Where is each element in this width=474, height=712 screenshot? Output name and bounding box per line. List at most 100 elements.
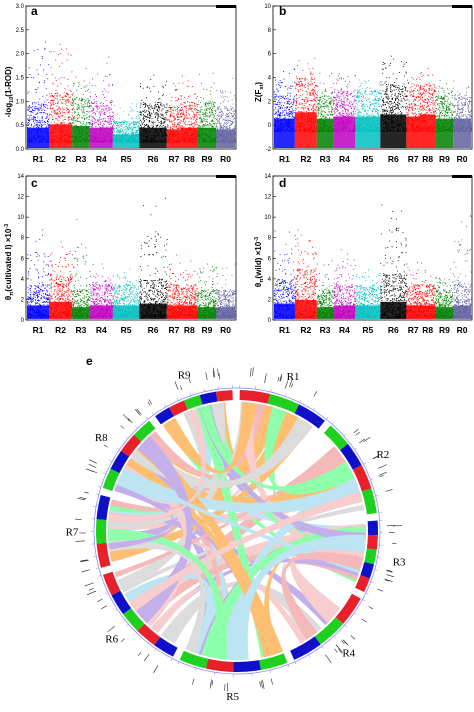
data-point bbox=[77, 112, 79, 114]
data-point bbox=[138, 122, 139, 124]
data-point bbox=[34, 122, 35, 124]
data-point bbox=[133, 133, 135, 135]
data-point bbox=[169, 113, 171, 115]
data-point bbox=[307, 100, 309, 102]
data-point bbox=[179, 127, 181, 129]
data-point bbox=[170, 115, 172, 117]
data-point bbox=[118, 118, 120, 120]
data-point bbox=[231, 121, 232, 122]
data-point bbox=[57, 123, 58, 125]
data-point bbox=[310, 92, 311, 94]
data-point bbox=[206, 125, 207, 127]
data-point bbox=[82, 122, 84, 124]
data-point bbox=[231, 77, 233, 79]
data-point bbox=[191, 107, 193, 109]
data-point bbox=[144, 103, 146, 105]
data-point bbox=[193, 116, 195, 118]
data-point bbox=[124, 122, 125, 123]
data-point bbox=[219, 106, 220, 108]
data-point bbox=[152, 120, 154, 122]
data-point bbox=[200, 118, 202, 120]
data-point bbox=[34, 118, 36, 120]
data-point bbox=[277, 109, 279, 110]
data-point bbox=[343, 103, 345, 105]
data-point bbox=[230, 113, 232, 114]
series-density-R0 bbox=[216, 129, 235, 148]
data-point bbox=[305, 102, 307, 104]
data-point bbox=[305, 78, 306, 80]
data-point bbox=[58, 106, 60, 108]
data-point bbox=[92, 110, 94, 112]
series-density-R8 bbox=[181, 127, 198, 148]
data-point bbox=[226, 124, 227, 126]
data-point bbox=[111, 116, 113, 118]
data-point bbox=[307, 88, 309, 90]
data-point bbox=[225, 106, 227, 108]
data-point bbox=[150, 79, 152, 80]
data-point bbox=[65, 118, 66, 120]
data-point bbox=[35, 121, 37, 123]
data-point bbox=[168, 118, 170, 120]
data-point bbox=[97, 119, 99, 121]
data-point bbox=[324, 117, 326, 119]
data-point bbox=[74, 121, 76, 123]
data-point bbox=[224, 106, 226, 108]
data-point bbox=[298, 83, 300, 85]
data-point bbox=[157, 124, 159, 126]
data-point bbox=[325, 101, 327, 103]
data-point bbox=[117, 132, 119, 133]
data-point bbox=[320, 113, 322, 115]
data-point bbox=[203, 88, 205, 90]
data-point bbox=[162, 117, 164, 119]
data-point bbox=[47, 123, 49, 125]
data-point bbox=[110, 102, 111, 104]
data-point bbox=[289, 107, 291, 109]
data-point bbox=[126, 130, 128, 132]
data-point bbox=[28, 109, 30, 110]
data-point bbox=[220, 112, 221, 113]
data-point bbox=[318, 99, 320, 101]
data-point bbox=[138, 116, 140, 118]
data-point bbox=[211, 105, 213, 107]
data-point bbox=[37, 101, 39, 103]
data-point bbox=[48, 124, 50, 126]
data-point bbox=[194, 93, 196, 95]
data-point bbox=[322, 102, 324, 104]
data-point bbox=[148, 117, 149, 119]
data-point bbox=[324, 94, 325, 96]
data-point bbox=[196, 111, 198, 113]
data-point bbox=[67, 111, 69, 113]
data-point bbox=[228, 120, 230, 121]
data-point bbox=[314, 97, 316, 99]
data-point bbox=[217, 120, 218, 122]
data-point bbox=[118, 122, 120, 124]
data-point bbox=[282, 110, 284, 112]
data-point bbox=[223, 123, 225, 125]
data-point bbox=[186, 114, 187, 116]
data-point bbox=[331, 99, 333, 101]
data-point bbox=[229, 127, 231, 129]
data-point bbox=[143, 102, 145, 103]
data-point bbox=[160, 122, 162, 124]
data-point bbox=[32, 119, 34, 120]
data-point bbox=[185, 115, 187, 117]
data-point bbox=[321, 101, 322, 103]
data-point bbox=[137, 125, 139, 127]
data-point bbox=[207, 103, 209, 105]
data-point bbox=[197, 116, 198, 118]
data-point bbox=[91, 126, 92, 128]
data-point bbox=[97, 120, 99, 122]
data-point bbox=[317, 105, 319, 107]
data-point bbox=[317, 91, 319, 93]
data-point bbox=[189, 125, 191, 127]
data-point bbox=[221, 114, 223, 116]
data-point bbox=[145, 125, 147, 126]
data-point bbox=[37, 87, 39, 89]
data-point bbox=[148, 107, 150, 109]
y-tick-label: 0.5 bbox=[16, 123, 25, 129]
data-point bbox=[48, 121, 50, 123]
data-point bbox=[312, 100, 314, 102]
data-point bbox=[49, 96, 51, 98]
data-point bbox=[55, 59, 57, 61]
data-point bbox=[49, 108, 51, 110]
